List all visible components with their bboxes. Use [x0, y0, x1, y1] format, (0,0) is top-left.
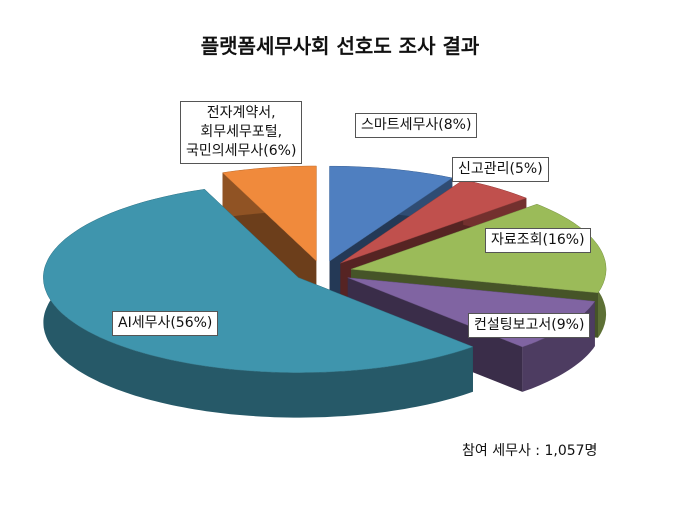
slice: [351, 203, 607, 294]
slice-side: [43, 189, 473, 418]
slice-label: 컨설팅보고서(9%): [468, 313, 591, 338]
slice-label: 신고관리(5%): [452, 157, 549, 182]
slice: [221, 165, 317, 262]
annotation: 참여 세무사 : 1,057명: [462, 443, 598, 459]
slice: [329, 165, 453, 262]
chart-title: 플랫폼세무사회 선호도 조사 결과: [200, 34, 480, 58]
slice-label: 스마트세무사(8%): [355, 113, 478, 138]
slice-label: 자료조회(16%): [485, 228, 591, 253]
slice-label: 전자계약서, 회무세무포털, 국민의세무사(6%): [180, 101, 303, 164]
slice-label: AI세무사(56%): [112, 311, 219, 336]
